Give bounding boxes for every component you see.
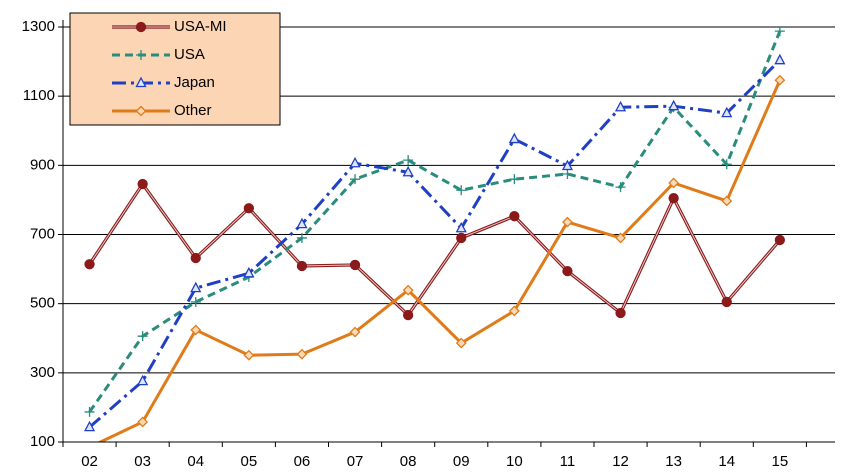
marker — [668, 177, 680, 189]
marker — [562, 266, 573, 277]
axes: 100 300 500 700 900 1100 1300 02 03 04 05 06 07 08 09 1… — [22, 18, 835, 470]
x-tick-label: 15 — [772, 453, 789, 470]
marker — [135, 21, 147, 33]
marker — [190, 252, 201, 264]
marker — [349, 259, 361, 271]
marker — [403, 155, 414, 166]
marker — [615, 232, 626, 244]
series-line — [88, 30, 782, 413]
marker — [243, 203, 255, 214]
marker — [774, 74, 786, 86]
marker — [135, 105, 147, 117]
marker — [296, 260, 308, 272]
marker — [721, 195, 733, 207]
marker — [137, 416, 149, 428]
marker — [349, 326, 361, 338]
marker — [89, 441, 90, 442]
series-line — [89, 183, 781, 316]
marker — [402, 309, 414, 321]
x-tick-label: 06 — [294, 453, 311, 470]
marker — [135, 76, 147, 88]
marker — [243, 349, 255, 361]
x-tick-label: 07 — [347, 453, 364, 470]
marker — [137, 331, 148, 342]
x-tick-label: 04 — [187, 453, 204, 470]
plot — [83, 26, 786, 442]
y-tick-label: 300 — [30, 364, 55, 381]
marker — [562, 168, 573, 179]
legend-label: Other — [174, 102, 212, 119]
x-tick-label: 12 — [612, 453, 629, 470]
x-tick-label: 09 — [453, 453, 470, 470]
marker — [190, 324, 202, 336]
marker — [668, 99, 680, 111]
series-line — [96, 79, 782, 442]
marker — [774, 234, 785, 246]
marker — [296, 232, 307, 243]
marker — [561, 159, 574, 171]
marker — [84, 406, 95, 417]
marker — [455, 337, 467, 349]
marker — [774, 53, 786, 65]
y-tick-label: 1100 — [23, 87, 55, 104]
marker — [456, 185, 467, 196]
marker — [402, 284, 414, 296]
marker — [721, 296, 732, 308]
marker — [137, 374, 149, 386]
legend: USA-MI USA Japan Other — [69, 12, 281, 126]
x-tick-label: 10 — [506, 453, 523, 470]
x-tick-label: 13 — [665, 453, 682, 470]
marker — [455, 221, 467, 233]
legend-label: Japan — [174, 74, 215, 91]
x-tick-label: 14 — [718, 453, 735, 470]
marker — [402, 165, 414, 177]
x-tick-label: 11 — [560, 453, 576, 470]
marker — [508, 305, 520, 317]
marker — [508, 132, 520, 144]
marker — [774, 26, 785, 37]
marker — [509, 174, 520, 185]
marker — [614, 100, 627, 112]
marker — [137, 178, 148, 190]
x-tick-label: 02 — [81, 453, 98, 470]
marker — [349, 156, 361, 168]
legend-box — [69, 12, 281, 126]
marker — [668, 193, 679, 204]
legend-label: USA — [174, 46, 205, 63]
marker — [721, 159, 732, 170]
marker — [350, 174, 361, 185]
series-line — [88, 59, 781, 429]
y-tick-label: 500 — [30, 295, 55, 312]
y-tick-label: 100 — [30, 433, 55, 450]
marker — [136, 50, 146, 60]
marker — [562, 216, 573, 228]
x-tick-label: 05 — [241, 453, 258, 470]
marker — [615, 307, 626, 319]
marker — [509, 211, 520, 222]
y-tick-label: 1300 — [22, 18, 55, 35]
marker — [296, 348, 308, 360]
y-tick-label: 700 — [30, 225, 55, 242]
marker — [243, 266, 255, 278]
x-tick-label: 08 — [400, 453, 417, 470]
marker — [615, 182, 626, 193]
y-tick-label: 900 — [30, 156, 55, 173]
marker — [190, 281, 202, 293]
marker — [296, 217, 308, 229]
marker — [190, 296, 201, 307]
marker — [84, 259, 95, 270]
x-tick-label: 03 — [134, 453, 151, 470]
marker — [456, 232, 467, 244]
marker — [83, 420, 96, 432]
marker — [721, 106, 733, 118]
legend-label: USA-MI — [174, 18, 227, 35]
